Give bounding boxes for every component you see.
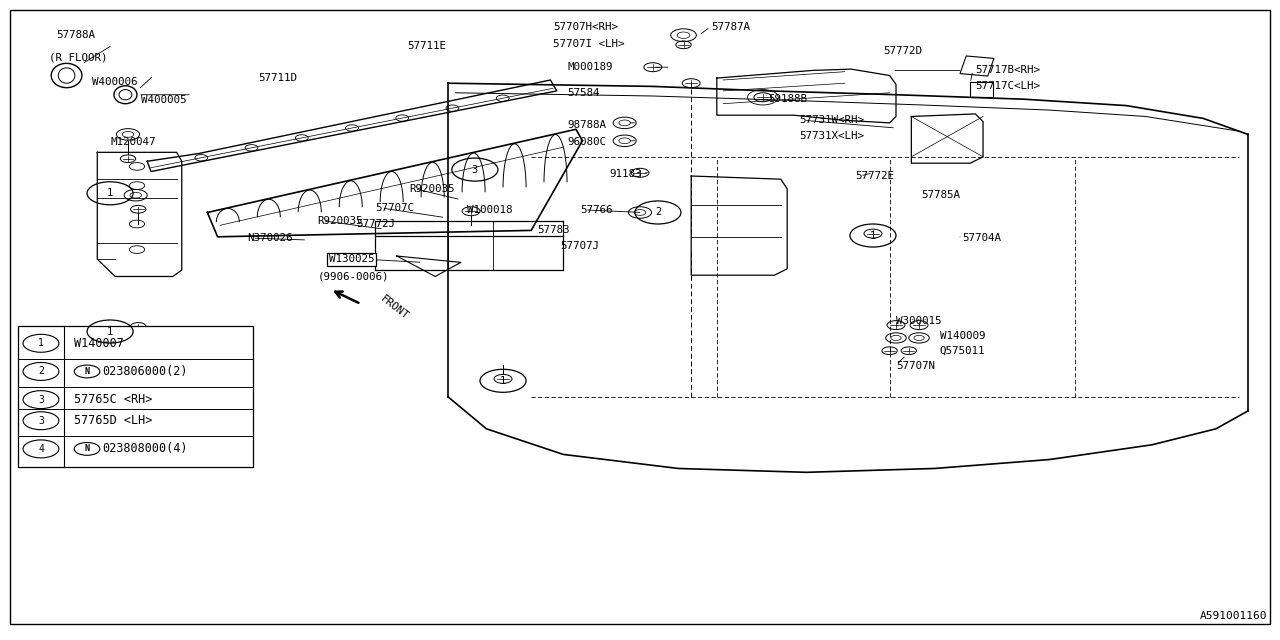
Text: 57783: 57783: [538, 225, 570, 236]
Text: R920035: R920035: [317, 216, 364, 226]
Text: N370026: N370026: [247, 233, 293, 243]
Text: 91183: 91183: [609, 169, 641, 179]
Bar: [18, 326, 253, 467]
Text: 57707N: 57707N: [896, 361, 934, 371]
Text: 96080C: 96080C: [567, 137, 605, 147]
Text: 57787A: 57787A: [712, 22, 750, 32]
Text: N: N: [84, 367, 90, 376]
Text: 3: 3: [38, 416, 44, 426]
Text: (9906-0006): (9906-0006): [317, 271, 389, 282]
Text: 57584: 57584: [567, 88, 599, 98]
Text: 57772D: 57772D: [883, 46, 922, 56]
Text: 57731X<LH>: 57731X<LH>: [799, 131, 864, 141]
Text: 57707C: 57707C: [375, 203, 413, 213]
Text: 57707I <LH>: 57707I <LH>: [553, 38, 625, 49]
Text: W400005: W400005: [141, 95, 187, 106]
Text: 3: 3: [472, 164, 477, 175]
Text: 1: 1: [108, 188, 113, 198]
Text: 57765D <LH>: 57765D <LH>: [74, 414, 152, 428]
Text: 1: 1: [38, 339, 44, 348]
Text: 57717B<RH>: 57717B<RH>: [975, 65, 1041, 76]
Text: 1: 1: [870, 230, 876, 241]
Text: W130025: W130025: [329, 254, 375, 264]
Bar: [970, 82, 993, 97]
Text: 4: 4: [38, 444, 44, 454]
Text: 023806000(2): 023806000(2): [102, 365, 188, 378]
Text: 57765C <RH>: 57765C <RH>: [74, 393, 152, 406]
Text: FRONT: FRONT: [379, 293, 411, 321]
Text: 57707H<RH>: 57707H<RH>: [553, 22, 618, 32]
Text: 57788A: 57788A: [56, 30, 95, 40]
Text: 57772J: 57772J: [356, 219, 394, 229]
Text: 3: 3: [38, 395, 44, 404]
Text: M000189: M000189: [567, 62, 613, 72]
Text: (R FLOOR): (R FLOOR): [49, 52, 108, 63]
Text: 57717C<LH>: 57717C<LH>: [975, 81, 1041, 92]
Text: A591001160: A591001160: [1199, 611, 1267, 621]
Text: M120047: M120047: [110, 137, 156, 147]
Text: W100018: W100018: [467, 205, 513, 215]
Text: W140007: W140007: [74, 337, 124, 350]
Text: 57707J: 57707J: [561, 241, 599, 252]
Text: 2: 2: [38, 367, 44, 376]
Text: 57711D: 57711D: [259, 73, 297, 83]
Text: R920035: R920035: [410, 184, 456, 194]
Text: 023808000(4): 023808000(4): [102, 442, 188, 456]
Text: 57785A: 57785A: [922, 190, 960, 200]
Text: 98788A: 98788A: [567, 120, 605, 130]
Text: 57731W<RH>: 57731W<RH>: [799, 115, 864, 125]
Text: 2: 2: [655, 207, 660, 218]
Text: 1: 1: [500, 376, 506, 386]
Text: 57766: 57766: [580, 205, 612, 215]
Text: 1: 1: [108, 326, 113, 337]
Text: 57711E: 57711E: [407, 41, 445, 51]
Text: W300015: W300015: [896, 316, 942, 326]
Text: 59188B: 59188B: [768, 94, 806, 104]
Text: W140009: W140009: [940, 331, 986, 341]
Text: Q575011: Q575011: [940, 346, 986, 356]
Text: N: N: [84, 444, 90, 453]
Text: 57772E: 57772E: [855, 171, 893, 181]
Bar: [960, 56, 995, 76]
Text: W400006: W400006: [92, 77, 138, 87]
Text: 57704A: 57704A: [963, 233, 1001, 243]
